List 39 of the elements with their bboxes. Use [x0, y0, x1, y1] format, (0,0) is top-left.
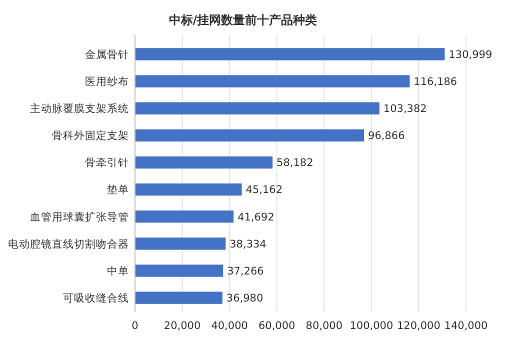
x-tick-label: 40,000 — [211, 320, 248, 332]
y-tick-label: 主动脉覆膜支架系统 — [30, 102, 129, 116]
y-tick-label: 骨牵引针 — [85, 157, 129, 170]
y-tick-label: 金属骨针 — [85, 48, 129, 61]
data-label: 45,162 — [246, 184, 283, 196]
bar — [135, 156, 273, 169]
x-tick-label: 80,000 — [306, 320, 343, 332]
x-tick-label: 60,000 — [258, 320, 296, 332]
data-label: 116,186 — [414, 76, 458, 88]
bar — [135, 238, 226, 250]
bar — [135, 210, 234, 223]
y-tick-label: 电动腔镜直线切割吻合器 — [8, 237, 129, 250]
data-label: 103,382 — [383, 103, 427, 116]
y-tick-label: 血管用球囊扩张导管 — [30, 210, 129, 224]
data-label: 130,999 — [448, 48, 492, 61]
x-tick-label: 0 — [132, 320, 138, 332]
data-label: 96,866 — [368, 130, 406, 142]
bar — [135, 292, 222, 304]
bar — [135, 75, 410, 88]
y-tick-label: 中单 — [107, 264, 129, 278]
x-tick-label: 20,000 — [164, 320, 201, 332]
y-tick-label: 垫单 — [107, 183, 129, 196]
x-tick-label: 100,000 — [350, 320, 394, 332]
x-tick-label: 140,000 — [444, 320, 488, 332]
bar — [135, 264, 224, 277]
data-label: 38,334 — [230, 238, 267, 250]
data-label: 58,182 — [276, 157, 314, 170]
bar — [135, 102, 380, 114]
y-tick-label: 医用纱布 — [85, 74, 129, 88]
x-tick-label: 120,000 — [397, 320, 440, 332]
data-label: 41,692 — [238, 211, 274, 224]
chart-title: 中标/挂网数量前十产品种类 — [168, 13, 318, 27]
y-tick-label: 骨科外固定支架 — [52, 129, 129, 142]
bar — [135, 183, 242, 196]
data-label: 37,266 — [227, 265, 264, 278]
y-tick-label: 可吸收缝合线 — [63, 291, 129, 304]
data-label: 36,980 — [226, 292, 264, 304]
bar — [135, 129, 364, 142]
bar — [135, 48, 445, 60]
